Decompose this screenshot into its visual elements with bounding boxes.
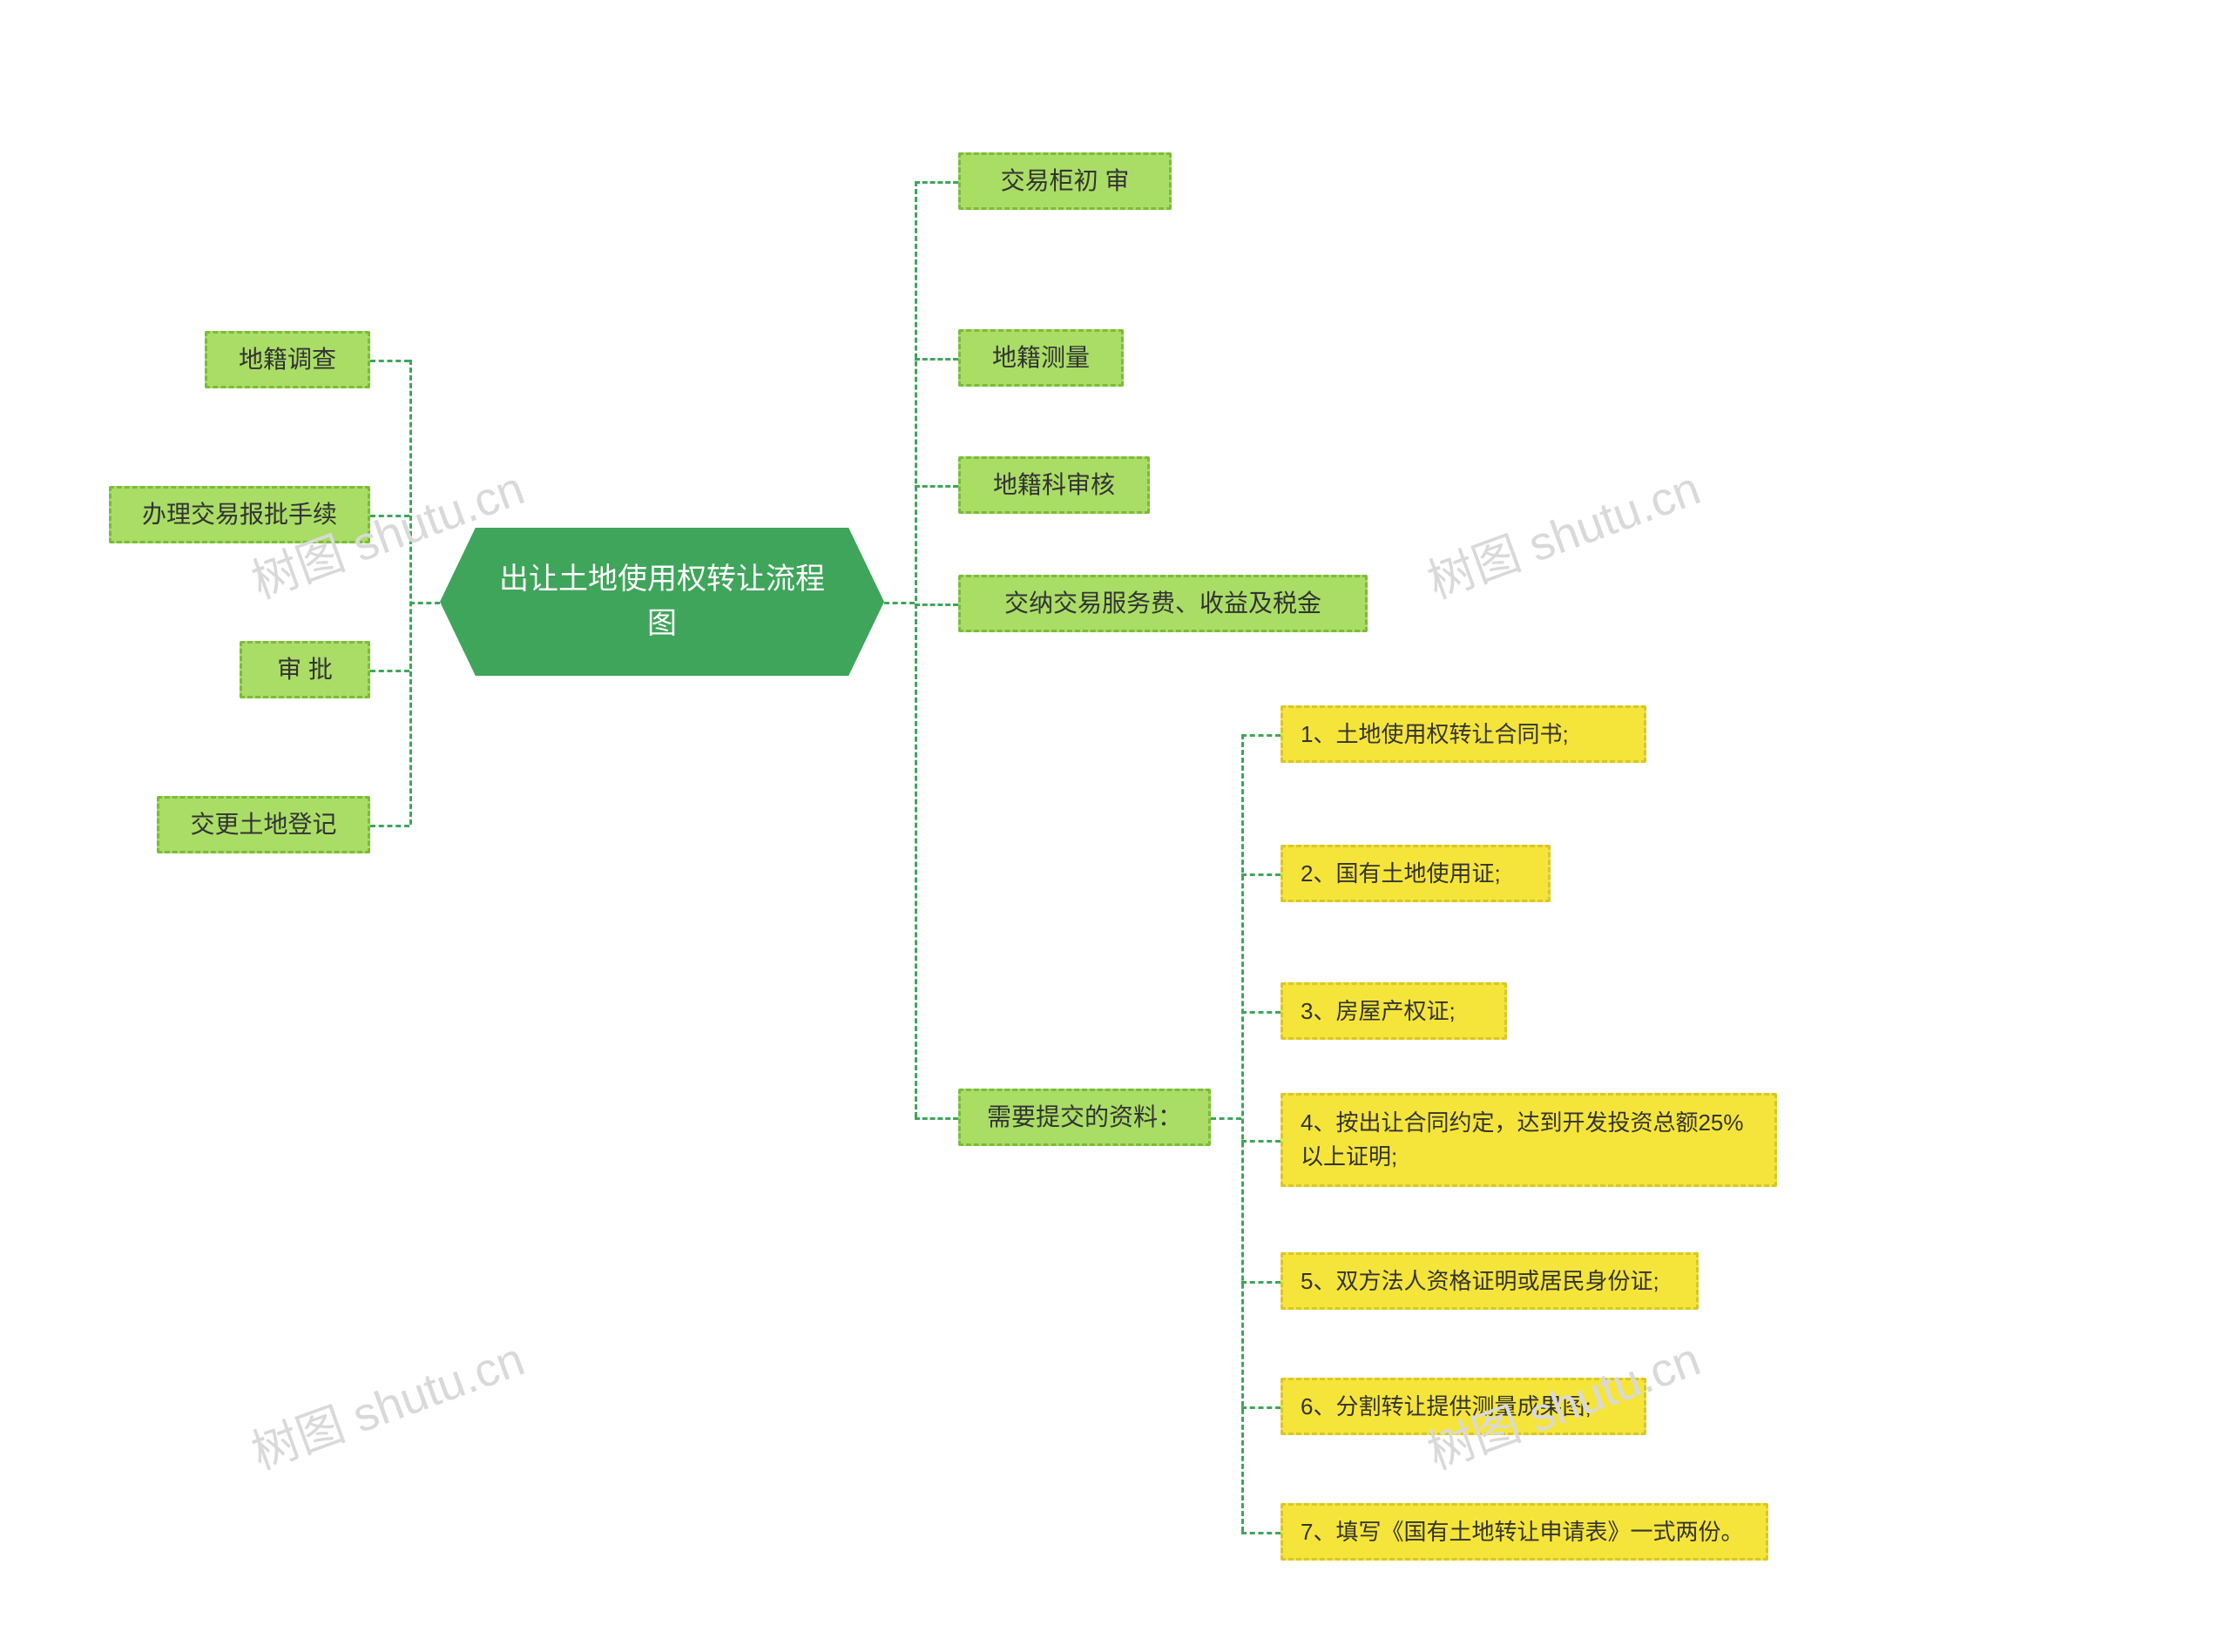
connector — [884, 602, 915, 604]
connector — [1241, 1140, 1281, 1143]
connector — [409, 360, 412, 825]
connector — [915, 1117, 958, 1120]
connector — [915, 181, 958, 184]
node-label: 7、填写《国有土地转让申请表》一式两份。 — [1301, 1515, 1743, 1549]
root-label: 出让土地使用权转让流程 图 — [499, 557, 825, 646]
right-node-1[interactable]: 地籍测量 — [958, 329, 1124, 387]
watermark: 树图 shutu.cn — [1416, 449, 1707, 611]
connector — [1241, 1281, 1281, 1284]
connector — [1241, 873, 1281, 876]
node-label: 审 批 — [277, 651, 333, 688]
node-label: 5、双方法人资格证明或居民身份证; — [1301, 1264, 1659, 1298]
leaf-node-5[interactable]: 6、分割转让提供测量成果图; — [1281, 1378, 1646, 1435]
leaf-node-2[interactable]: 3、房屋产权证; — [1281, 982, 1507, 1040]
node-label: 4、按出让合同约定，达到开发投资总额25%以上证明; — [1301, 1106, 1757, 1174]
right-node-4[interactable]: 需要提交的资料： — [958, 1089, 1211, 1146]
connector — [915, 358, 958, 361]
watermark: 树图 shutu.cn — [240, 1320, 531, 1482]
mindmap-root[interactable]: 出让土地使用权转让流程 图 — [440, 528, 884, 676]
connector — [915, 181, 917, 1117]
connector — [1241, 1532, 1281, 1534]
node-label: 1、土地使用权转让合同书; — [1301, 718, 1569, 752]
connector — [409, 602, 440, 604]
node-label: 交纳交易服务费、收益及税金 — [1004, 585, 1321, 622]
leaf-node-6[interactable]: 7、填写《国有土地转让申请表》一式两份。 — [1281, 1503, 1768, 1561]
node-label: 地籍调查 — [239, 341, 336, 378]
node-label: 需要提交的资料： — [987, 1099, 1182, 1136]
right-node-2[interactable]: 地籍科审核 — [958, 456, 1150, 514]
connector — [915, 603, 958, 606]
connector — [1241, 734, 1244, 1532]
connector — [1211, 1117, 1241, 1120]
left-node-0[interactable]: 地籍调查 — [205, 331, 370, 388]
node-label: 地籍测量 — [992, 340, 1090, 376]
node-label: 交更土地登记 — [190, 806, 336, 843]
connector — [1241, 1011, 1281, 1014]
node-label: 地籍科审核 — [993, 467, 1115, 503]
left-node-2[interactable]: 审 批 — [240, 641, 370, 698]
connector — [370, 670, 409, 672]
leaf-node-0[interactable]: 1、土地使用权转让合同书; — [1281, 705, 1646, 763]
connector — [370, 825, 409, 827]
connector — [1241, 734, 1281, 737]
leaf-node-4[interactable]: 5、双方法人资格证明或居民身份证; — [1281, 1252, 1699, 1310]
leaf-node-1[interactable]: 2、国有土地使用证; — [1281, 845, 1551, 902]
left-node-1[interactable]: 办理交易报批手续 — [109, 486, 370, 543]
leaf-node-3[interactable]: 4、按出让合同约定，达到开发投资总额25%以上证明; — [1281, 1093, 1777, 1187]
left-node-3[interactable]: 交更土地登记 — [157, 796, 370, 853]
node-label: 3、房屋产权证; — [1301, 995, 1456, 1028]
node-label: 办理交易报批手续 — [142, 496, 337, 533]
connector — [370, 360, 409, 362]
node-label: 2、国有土地使用证; — [1301, 857, 1501, 891]
connector — [370, 515, 409, 517]
node-label: 6、分割转让提供测量成果图; — [1301, 1390, 1591, 1424]
right-node-0[interactable]: 交易柜初 审 — [958, 152, 1172, 210]
connector — [1241, 1406, 1281, 1409]
connector — [915, 485, 958, 488]
node-label: 交易柜初 审 — [1001, 163, 1130, 199]
right-node-3[interactable]: 交纳交易服务费、收益及税金 — [958, 575, 1368, 632]
